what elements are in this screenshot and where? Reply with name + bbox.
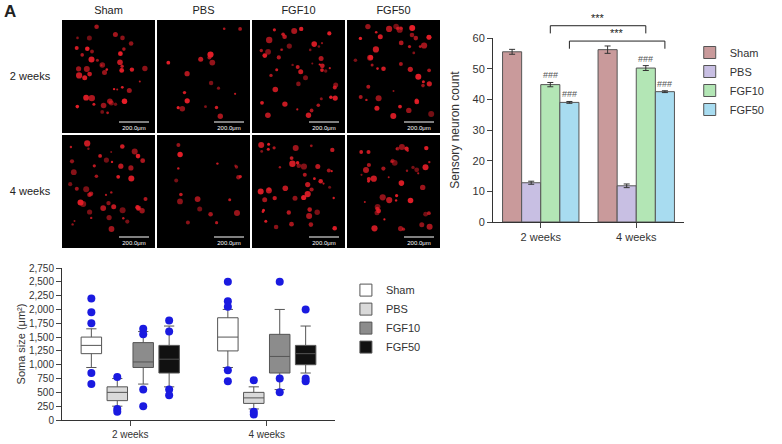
svg-text:50: 50 — [473, 63, 485, 75]
svg-text:1,750: 1,750 — [29, 318, 54, 329]
svg-text:20: 20 — [473, 155, 485, 167]
svg-text:###: ### — [638, 54, 653, 64]
svg-text:500: 500 — [37, 387, 54, 398]
svg-text:250: 250 — [37, 401, 54, 412]
svg-text:60: 60 — [473, 32, 485, 44]
svg-text:###: ### — [543, 70, 558, 80]
svg-text:2 weeks: 2 weeks — [521, 231, 562, 243]
svg-text:2,750: 2,750 — [29, 263, 54, 274]
svg-text:200.0μm: 200.0μm — [217, 125, 240, 131]
svg-text:FGF10: FGF10 — [730, 85, 764, 97]
html-text:A: A — [4, 2, 17, 21]
svg-text:***: *** — [610, 27, 624, 39]
svg-text:200.0μm: 200.0μm — [407, 125, 430, 131]
svg-text:PBS: PBS — [730, 66, 752, 78]
svg-text:1,250: 1,250 — [29, 345, 54, 356]
svg-text:FGF10: FGF10 — [386, 322, 420, 334]
svg-text:2,500: 2,500 — [29, 276, 54, 287]
html-text:FGF50: FGF50 — [376, 4, 411, 16]
svg-text:FGF50: FGF50 — [730, 104, 764, 116]
html-text:B: B — [448, 2, 461, 21]
html-text:Sham: Sham — [94, 4, 123, 16]
svg-text:***: *** — [591, 12, 605, 24]
svg-text:PBS: PBS — [386, 303, 408, 315]
svg-text:200.0μm: 200.0μm — [217, 240, 240, 246]
svg-text:2 weeks: 2 weeks — [112, 429, 149, 440]
svg-text:4 weeks: 4 weeks — [616, 231, 657, 243]
html-text:4 weeks: 4 weeks — [9, 184, 51, 197]
svg-text:4 weeks: 4 weeks — [248, 429, 285, 440]
svg-text:###: ### — [562, 89, 577, 99]
svg-text:200.0μm: 200.0μm — [312, 125, 335, 131]
html-text:PBS: PBS — [192, 4, 215, 16]
svg-text:200.0μm: 200.0μm — [122, 125, 145, 131]
svg-text:FGF50: FGF50 — [386, 341, 420, 353]
svg-text:Sensory neuron count: Sensory neuron count — [448, 71, 462, 189]
html-text:FGF10: FGF10 — [281, 4, 316, 16]
svg-text:30: 30 — [473, 124, 485, 136]
svg-text:1,500: 1,500 — [29, 332, 54, 343]
svg-text:Sham: Sham — [386, 284, 415, 296]
svg-text:200.0μm: 200.0μm — [122, 240, 145, 246]
svg-text:200.0μm: 200.0μm — [312, 240, 335, 246]
svg-text:Sham: Sham — [730, 47, 759, 59]
svg-text:10: 10 — [473, 185, 485, 197]
svg-text:40: 40 — [473, 93, 485, 105]
svg-text:0: 0 — [48, 415, 54, 426]
svg-text:2,000: 2,000 — [29, 304, 54, 315]
svg-text:0: 0 — [479, 216, 485, 228]
html-text:C: C — [4, 252, 17, 271]
html-text:2 weeks: 2 weeks — [9, 69, 51, 82]
svg-text:200.0μm: 200.0μm — [407, 240, 430, 246]
svg-text:750: 750 — [37, 373, 54, 384]
svg-text:Soma size (μm²): Soma size (μm²) — [15, 304, 27, 385]
svg-text:1,000: 1,000 — [29, 359, 54, 370]
svg-text:###: ### — [657, 79, 672, 89]
svg-text:2,250: 2,250 — [29, 290, 54, 301]
